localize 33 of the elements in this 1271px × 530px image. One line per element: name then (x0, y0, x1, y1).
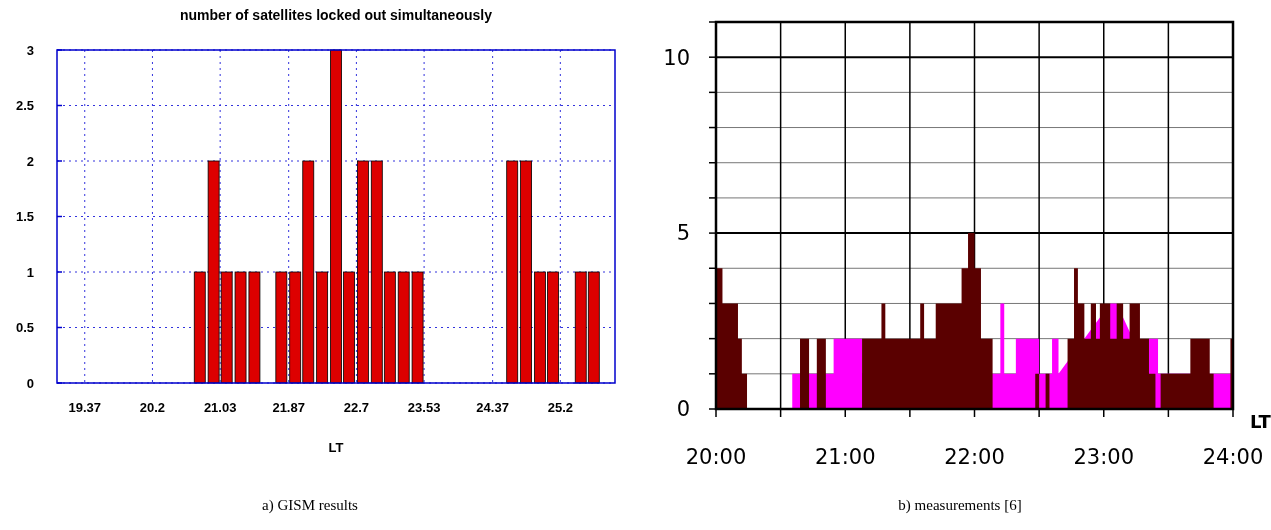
x-tick-label: 22.7 (343, 400, 370, 415)
bar (520, 160, 532, 384)
x-tick-label: 20:00 (685, 445, 747, 469)
x-tick-label: 24.37 (476, 400, 509, 415)
y-tick-label: 0 (26, 375, 34, 391)
text: a) GISM results (262, 497, 359, 514)
y-tick-label: 1 (26, 264, 34, 280)
x-tick-label: 22:00 (944, 445, 1005, 469)
bar (357, 160, 369, 384)
x-tick-label: 23.53 (407, 400, 441, 415)
y-tick-label: 5 (676, 221, 690, 246)
x-tick-label: 21.03 (203, 400, 237, 415)
y-tick-label: 0 (676, 397, 690, 422)
y-tick-label: 2.5 (15, 98, 34, 114)
chart-title: number of satellites locked out simultaneously (180, 7, 493, 23)
bar (506, 160, 519, 384)
bar (316, 271, 329, 384)
x-tick-label: 20.2 (139, 400, 166, 415)
x-tick-label: 21:00 (814, 445, 876, 469)
x-tick-label: 21.87 (272, 400, 305, 415)
bar (275, 271, 288, 384)
x-axis-title: LT (328, 440, 344, 455)
x-axis-title: LT (1250, 411, 1271, 432)
y-tick-label: 0.5 (15, 320, 34, 336)
y-tick-label: 1.5 (15, 209, 34, 225)
y-tick-label: 10 (663, 45, 690, 70)
x-tick-label: 23:00 (1073, 445, 1135, 469)
y-tick-label: 3 (26, 42, 34, 58)
text: b) measurements [6] (898, 497, 1022, 514)
x-tick-label: 24:00 (1202, 445, 1264, 469)
x-tick-label: 25.2 (547, 400, 573, 415)
x-tick-label: 19.37 (68, 400, 102, 415)
y-tick-label: 2 (26, 153, 34, 169)
